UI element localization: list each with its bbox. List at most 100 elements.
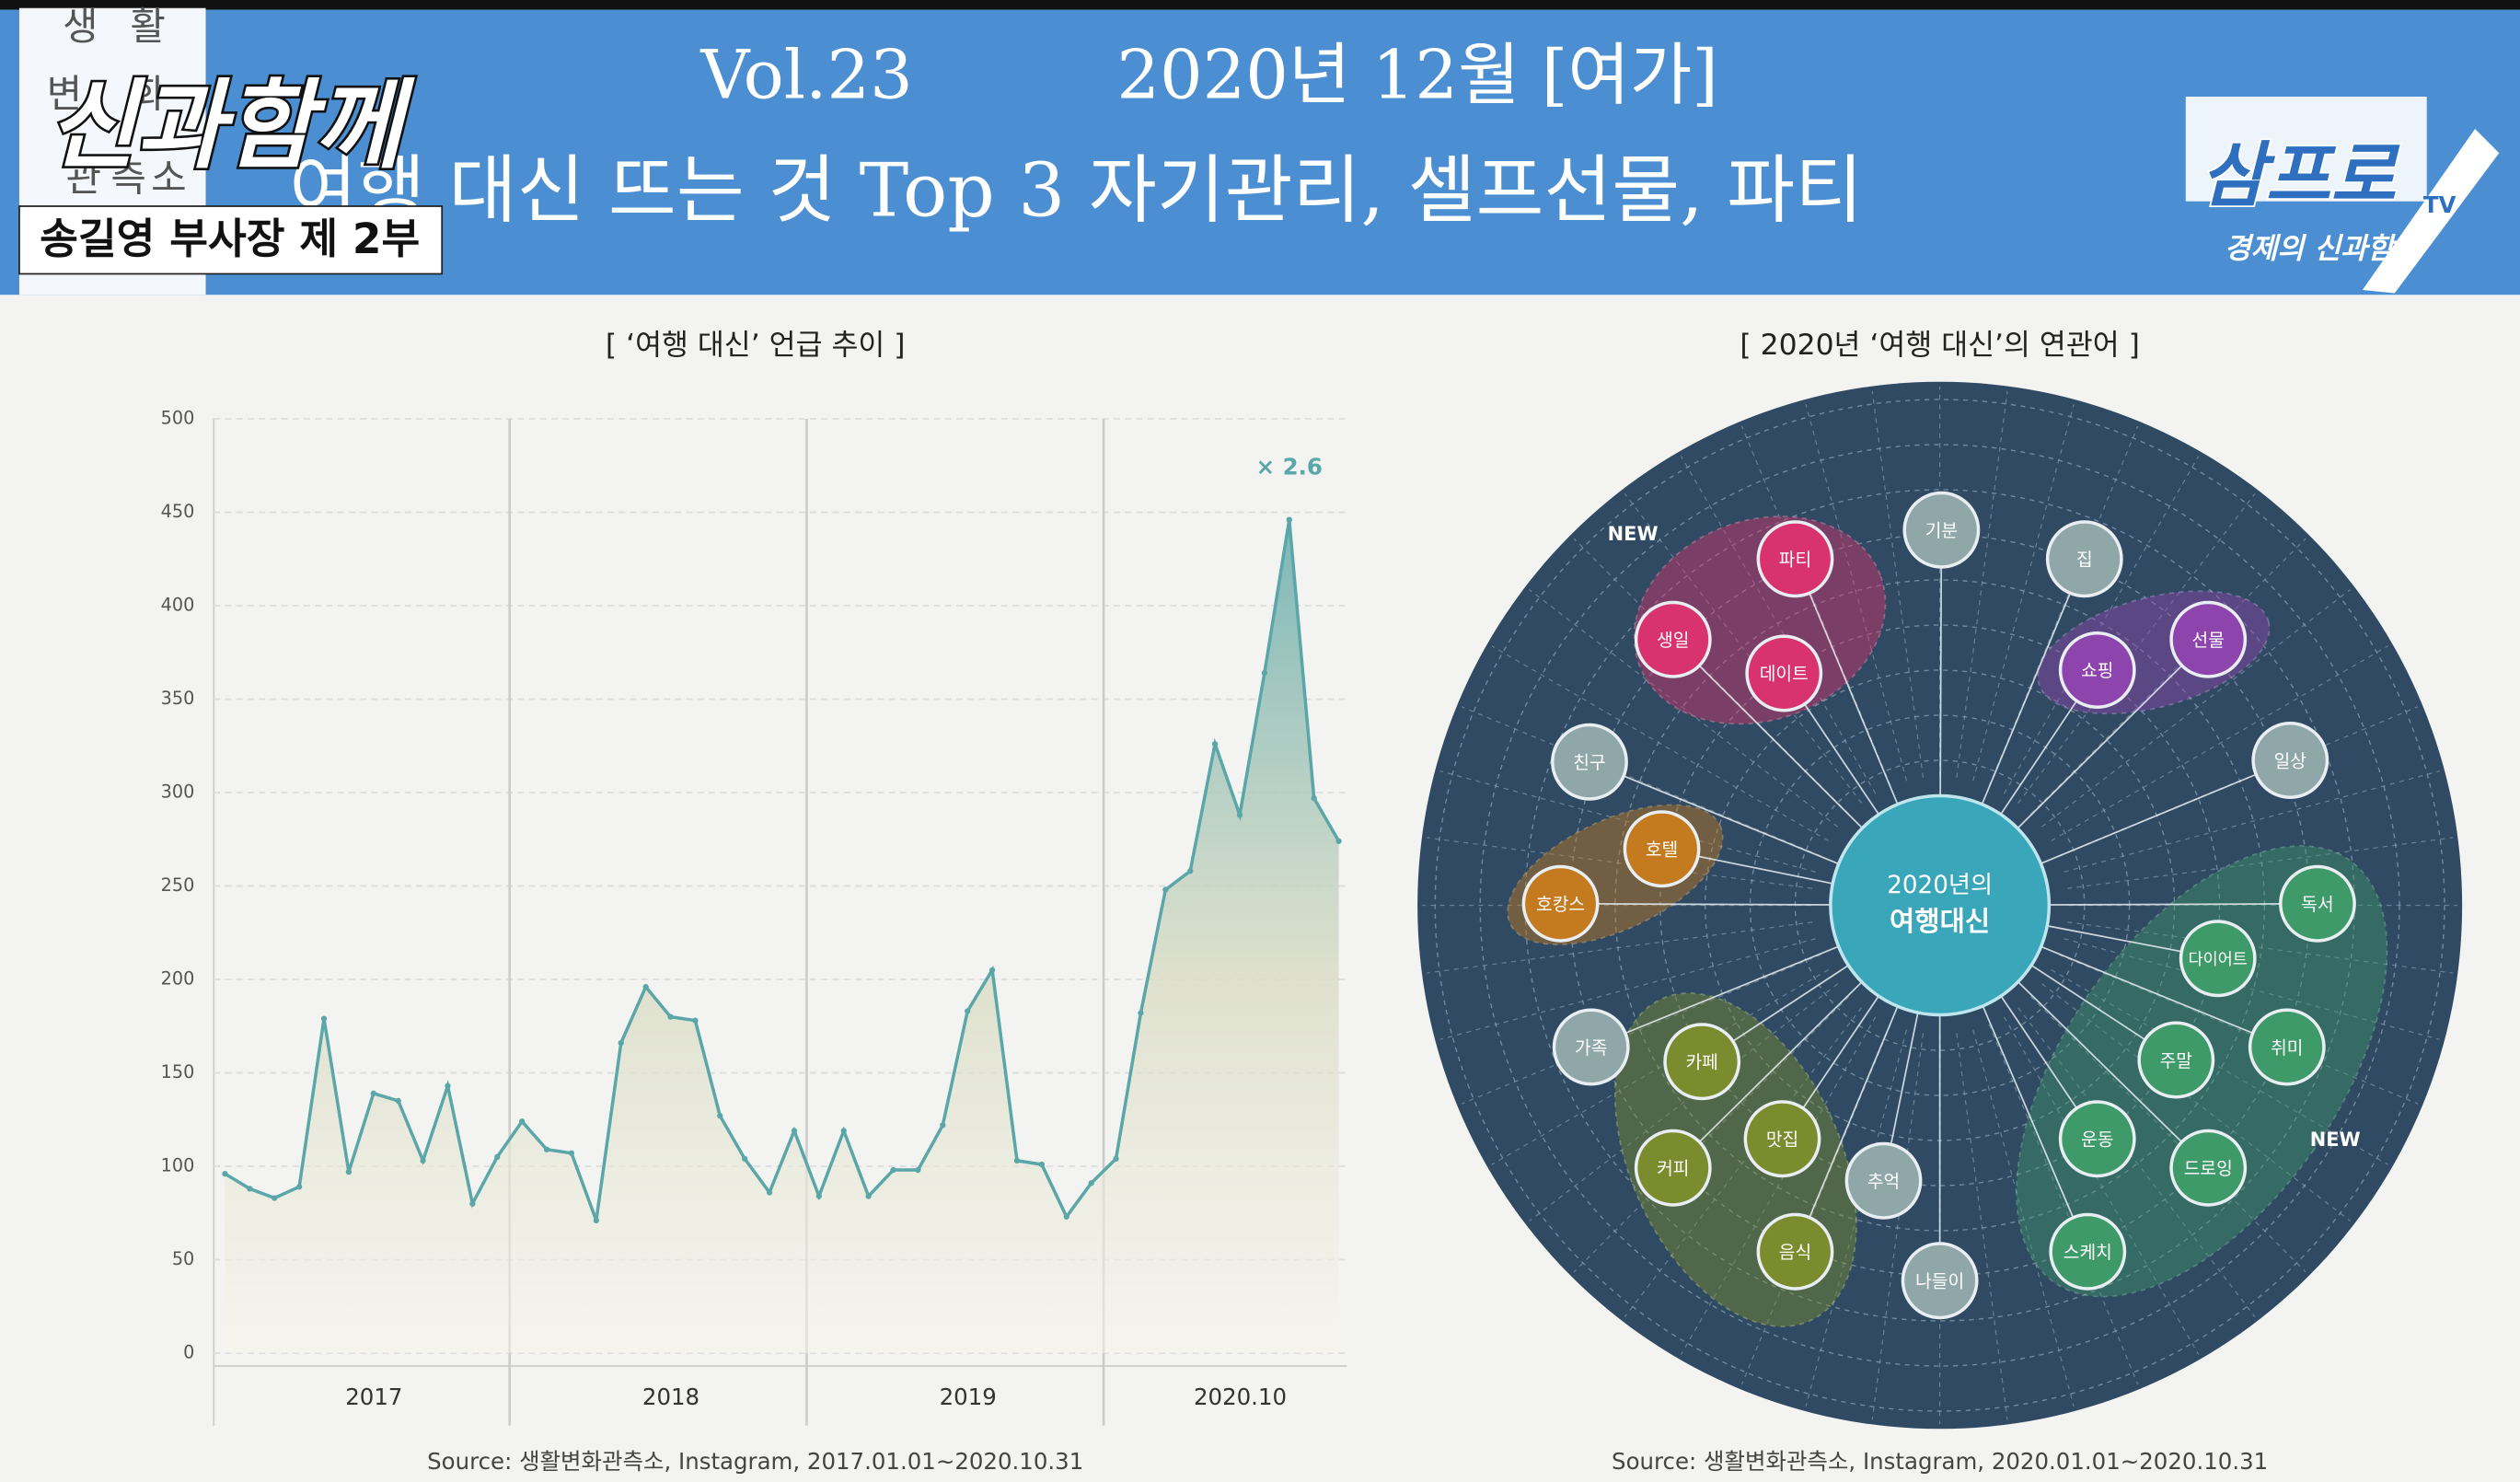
radial-line bbox=[1529, 983, 1839, 1222]
point bbox=[1311, 794, 1317, 802]
y-tick-label: 0 bbox=[183, 1341, 194, 1362]
point bbox=[618, 1039, 624, 1047]
point bbox=[593, 1217, 599, 1224]
center-label: 여행대신 bbox=[1890, 906, 1990, 938]
radial-line bbox=[1740, 425, 1891, 787]
node-label: 스케치 bbox=[2063, 1242, 2112, 1263]
point bbox=[345, 1168, 353, 1175]
x-group-label: 2018 bbox=[642, 1384, 699, 1410]
point bbox=[1261, 669, 1268, 677]
right-logo: 삼프로 bbox=[2201, 135, 2400, 217]
left-logo-letter: 관 bbox=[66, 155, 102, 200]
point bbox=[890, 1166, 896, 1174]
point bbox=[766, 1189, 773, 1196]
left-logo: 생 활변 화관 측 소 bbox=[47, 4, 187, 201]
node bbox=[2248, 1008, 2326, 1086]
point bbox=[692, 1017, 699, 1024]
radial-line bbox=[1439, 770, 1816, 873]
node-label: 커피 bbox=[1657, 1158, 1689, 1179]
left-logo-letter: 화 bbox=[130, 71, 166, 116]
point bbox=[519, 1118, 526, 1125]
node-label: 음식 bbox=[1779, 1242, 1811, 1263]
radial-line bbox=[1461, 706, 1821, 857]
node-label: 맛집 bbox=[1766, 1129, 1798, 1150]
node-label: 주말 bbox=[2160, 1050, 2192, 1071]
radial-line bbox=[1624, 493, 1863, 804]
y-tick-label: 500 bbox=[161, 407, 195, 428]
point bbox=[1187, 868, 1194, 874]
point bbox=[370, 1090, 376, 1096]
radial-line bbox=[1956, 390, 2008, 778]
y-tick-label: 100 bbox=[161, 1154, 195, 1175]
center-node bbox=[1829, 793, 2052, 1017]
x-group-label: 2017 bbox=[345, 1384, 402, 1410]
node-label: 독서 bbox=[2301, 894, 2333, 915]
right-logo-sub: 경제의 신과함께 bbox=[2225, 232, 2425, 265]
radial-line bbox=[1573, 538, 1850, 815]
node bbox=[2058, 631, 2136, 709]
node bbox=[1663, 1023, 1741, 1101]
radial-line bbox=[1988, 1024, 2139, 1385]
radial-line bbox=[2051, 968, 2388, 1165]
point bbox=[815, 1193, 822, 1199]
node bbox=[2279, 864, 2356, 943]
node bbox=[1745, 634, 1823, 712]
point bbox=[940, 1122, 946, 1129]
node-label: 카페 bbox=[1686, 1051, 1718, 1072]
node-label: 친구 bbox=[1573, 752, 1605, 773]
y-tick-label: 350 bbox=[161, 688, 195, 709]
node bbox=[1902, 491, 1981, 569]
center-label: 2020년의 bbox=[1887, 872, 1993, 899]
node-label: 취미 bbox=[2271, 1037, 2303, 1059]
point bbox=[1038, 1161, 1046, 1168]
point bbox=[742, 1155, 748, 1163]
point bbox=[222, 1170, 228, 1177]
radial-line bbox=[1956, 1033, 2008, 1420]
point bbox=[840, 1128, 847, 1134]
point bbox=[717, 1113, 723, 1119]
radial-line bbox=[2041, 983, 2352, 1222]
point bbox=[1138, 1010, 1144, 1016]
node bbox=[2045, 520, 2123, 598]
right-logo-arrow bbox=[2362, 129, 2500, 294]
y-tick-label: 250 bbox=[161, 874, 195, 896]
node-label: 운동 bbox=[2081, 1129, 2113, 1150]
node bbox=[2179, 920, 2257, 998]
chart-title: [ ‘여행 대신’ 언급 추이 ] bbox=[606, 329, 906, 362]
node-label: 호캉스 bbox=[1536, 894, 1585, 915]
radial-line bbox=[1740, 1024, 1891, 1385]
node bbox=[1634, 600, 1712, 678]
line bbox=[224, 519, 1341, 1221]
radial-line bbox=[2063, 770, 2440, 873]
radial-line bbox=[2003, 1016, 2200, 1355]
left-logo-letter: 생 bbox=[63, 4, 98, 49]
node-label: 가족 bbox=[1575, 1037, 1607, 1059]
x-group-label: 2020.10 bbox=[1194, 1384, 1287, 1410]
node-label: 데이트 bbox=[1760, 664, 1809, 685]
point bbox=[1088, 1180, 1094, 1187]
point bbox=[1286, 516, 1292, 523]
radial-line bbox=[1680, 456, 1877, 794]
node-label: 일상 bbox=[2274, 750, 2306, 771]
radial-line bbox=[2003, 456, 2200, 794]
radial-line bbox=[1461, 954, 1821, 1105]
node-label: 쇼핑 bbox=[2081, 660, 2113, 681]
left-logo-letter: 측 bbox=[110, 155, 146, 200]
point bbox=[395, 1097, 401, 1105]
point bbox=[1162, 886, 1169, 893]
new-label: NEW bbox=[1608, 523, 1659, 545]
point bbox=[1335, 838, 1342, 844]
point bbox=[1013, 1157, 1021, 1164]
radial-line bbox=[1427, 837, 1813, 889]
vol: Vol.23 bbox=[699, 36, 912, 114]
radial-line bbox=[1439, 938, 1816, 1040]
radial-line bbox=[1805, 404, 1908, 782]
point bbox=[791, 1128, 798, 1134]
node bbox=[2137, 1021, 2215, 1099]
node-label: 호텔 bbox=[1646, 839, 1678, 860]
x-group-label: 2019 bbox=[940, 1384, 997, 1410]
top-bar bbox=[0, 0, 2520, 10]
point bbox=[494, 1153, 501, 1160]
node-label: 파티 bbox=[1779, 549, 1811, 570]
